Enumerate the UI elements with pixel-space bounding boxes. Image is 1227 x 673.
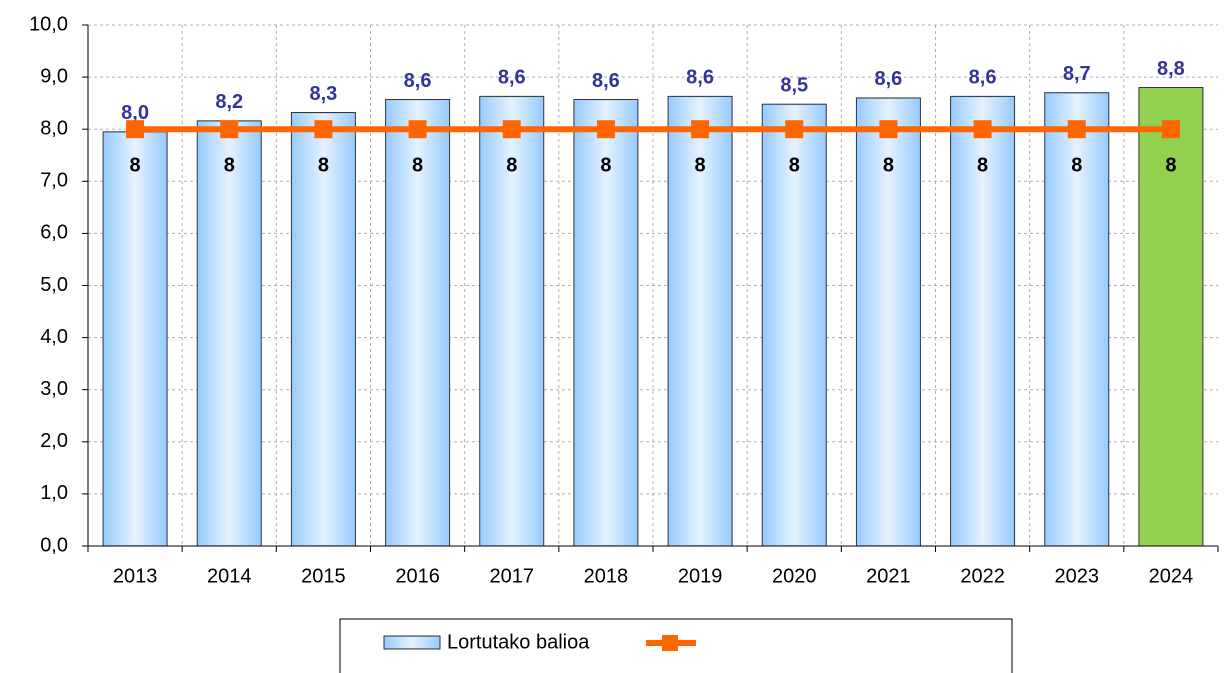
line-value-label: 8 bbox=[130, 154, 141, 176]
bar-value-label: 8,6 bbox=[969, 67, 997, 89]
bar bbox=[1138, 87, 1204, 547]
y-tick-label: 0,0 bbox=[40, 534, 68, 556]
bar-value-label: 8,0 bbox=[121, 102, 149, 124]
bar-shine bbox=[1045, 93, 1108, 545]
bar-shine bbox=[198, 121, 261, 545]
bar-value-label: 8,6 bbox=[686, 67, 714, 89]
bar-value-label: 8,5 bbox=[780, 74, 808, 96]
legend-swatch-shine bbox=[385, 637, 439, 648]
x-tick-label: 2019 bbox=[678, 565, 723, 587]
bar-shine bbox=[386, 100, 449, 546]
bar-shine bbox=[669, 97, 732, 545]
bar-value-label: 8,6 bbox=[875, 68, 903, 90]
y-tick-label: 6,0 bbox=[40, 222, 68, 244]
line-value-label: 8 bbox=[883, 154, 894, 176]
bar-value-label: 8,6 bbox=[592, 70, 620, 92]
x-tick-label: 2022 bbox=[960, 565, 1005, 587]
bar-value-label: 8,6 bbox=[498, 67, 526, 89]
x-tick-label: 2023 bbox=[1055, 565, 1100, 587]
bar-shine bbox=[104, 132, 167, 545]
x-tick-label: 2014 bbox=[207, 565, 252, 587]
bar-shine bbox=[951, 97, 1014, 545]
bar-value-label: 8,7 bbox=[1063, 63, 1091, 85]
line-value-label: 8 bbox=[318, 154, 329, 176]
line-value-label: 8 bbox=[224, 154, 235, 176]
bar-shine bbox=[292, 113, 355, 545]
line-marker bbox=[408, 120, 427, 139]
y-tick-label: 2,0 bbox=[40, 430, 68, 452]
x-tick-label: 2013 bbox=[113, 565, 158, 587]
line-value-label: 8 bbox=[412, 154, 423, 176]
y-tick-label: 7,0 bbox=[40, 170, 68, 192]
x-tick-label: 2018 bbox=[584, 565, 629, 587]
y-tick-label: 10,0 bbox=[29, 13, 68, 35]
line-marker bbox=[1161, 120, 1180, 139]
line-value-label: 8 bbox=[1165, 154, 1176, 176]
line-marker bbox=[973, 120, 992, 139]
bar-value-label: 8,3 bbox=[310, 83, 338, 105]
line-value-label: 8 bbox=[506, 154, 517, 176]
line-marker bbox=[502, 120, 521, 139]
line-marker bbox=[220, 120, 239, 139]
x-tick-label: 2024 bbox=[1149, 565, 1194, 587]
line-value-label: 8 bbox=[600, 154, 611, 176]
bar-value-label: 8,2 bbox=[215, 91, 243, 113]
x-tick-label: 2021 bbox=[866, 565, 911, 587]
bar-shine bbox=[763, 105, 826, 545]
line-value-label: 8 bbox=[695, 154, 706, 176]
x-tick-label: 2015 bbox=[301, 565, 346, 587]
x-tick-label: 2017 bbox=[490, 565, 535, 587]
line-marker bbox=[879, 120, 898, 139]
line-marker bbox=[126, 120, 145, 139]
line-marker bbox=[1067, 120, 1086, 139]
y-tick-label: 3,0 bbox=[40, 378, 68, 400]
line-value-label: 8 bbox=[789, 154, 800, 176]
x-tick-label: 2016 bbox=[395, 565, 440, 587]
bar-shine bbox=[480, 97, 543, 545]
legend-label: Lortutako balioa bbox=[447, 631, 590, 653]
line-marker bbox=[596, 120, 615, 139]
line-value-label: 8 bbox=[977, 154, 988, 176]
bar-shine bbox=[857, 98, 920, 545]
y-tick-label: 1,0 bbox=[40, 482, 68, 504]
y-tick-label: 4,0 bbox=[40, 326, 68, 348]
x-tick-label: 2020 bbox=[772, 565, 817, 587]
bar-value-label: 8,8 bbox=[1157, 58, 1185, 80]
y-tick-label: 9,0 bbox=[40, 65, 68, 87]
bar-shine bbox=[574, 100, 637, 546]
legend-marker bbox=[662, 635, 678, 651]
y-tick-label: 8,0 bbox=[40, 117, 68, 139]
bar-value-label: 8,6 bbox=[404, 70, 432, 92]
y-tick-label: 5,0 bbox=[40, 274, 68, 296]
line-marker bbox=[314, 120, 333, 139]
line-value-label: 8 bbox=[1071, 154, 1082, 176]
line-marker bbox=[785, 120, 804, 139]
line-marker bbox=[691, 120, 710, 139]
